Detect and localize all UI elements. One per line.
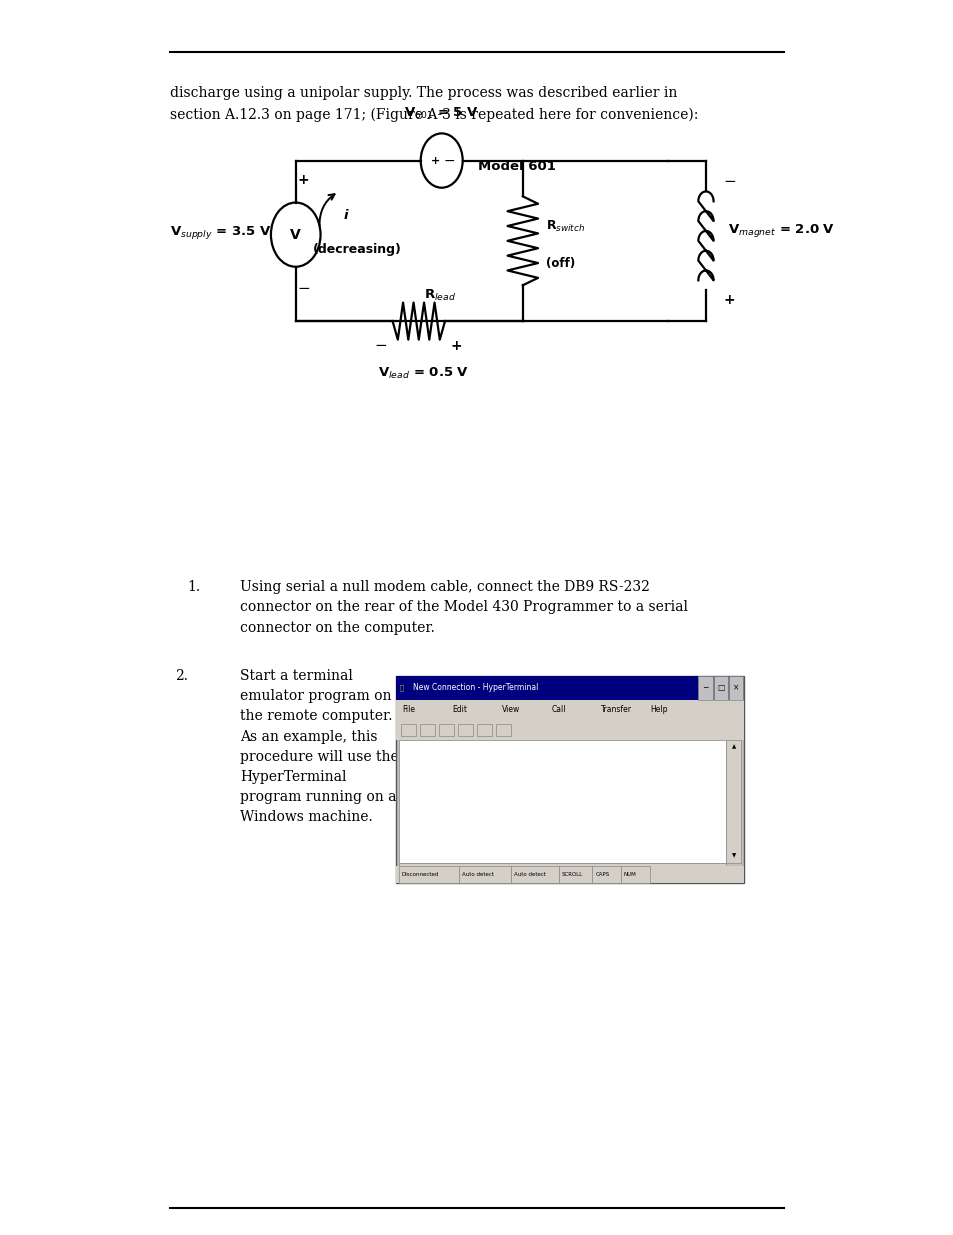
Text: □: □ (717, 683, 723, 693)
Text: +: + (430, 156, 439, 165)
Bar (438, 724, 454, 736)
Text: New Connection - HyperTerminal: New Connection - HyperTerminal (413, 683, 537, 693)
Bar (725, 740, 740, 863)
Text: ▲: ▲ (731, 745, 735, 750)
Bar (592, 866, 620, 883)
Text: View: View (501, 705, 519, 714)
Text: Call: Call (551, 705, 565, 714)
Bar (496, 724, 511, 736)
Text: NUM: NUM (623, 872, 636, 877)
Text: +: + (297, 173, 309, 188)
Text: −: − (375, 338, 387, 353)
Bar (395, 676, 743, 700)
Bar (398, 863, 725, 874)
Bar (698, 676, 712, 700)
Text: (decreasing): (decreasing) (313, 243, 401, 256)
Bar (400, 724, 416, 736)
Text: (off): (off) (545, 257, 575, 269)
Text: SCROLL: SCROLL (561, 872, 582, 877)
Text: Using serial a null modem cable, connect the DB9 RS-232
connector on the rear of: Using serial a null modem cable, connect… (240, 580, 688, 635)
Text: discharge using a unipolar supply. The process was described earlier in
section : discharge using a unipolar supply. The p… (170, 86, 698, 122)
Text: Start a terminal
emulator program on
the remote computer.
As an example, this
pr: Start a terminal emulator program on the… (240, 669, 398, 824)
Text: CAPS: CAPS (595, 872, 609, 877)
Bar (457, 724, 473, 736)
Bar (458, 866, 511, 883)
Text: −: − (443, 153, 455, 168)
Text: V: V (290, 227, 301, 242)
Bar (558, 866, 592, 883)
Text: Model 601: Model 601 (477, 161, 556, 173)
Text: 2.: 2. (174, 669, 188, 683)
Text: Help: Help (650, 705, 667, 714)
Text: −: − (296, 282, 310, 296)
Text: R$_{switch}$: R$_{switch}$ (545, 219, 584, 233)
Text: Auto detect: Auto detect (514, 872, 546, 877)
Bar (511, 866, 558, 883)
Text: −: − (701, 683, 708, 693)
Bar (395, 700, 743, 719)
Text: V$_{magnet}$ = 2.0 V: V$_{magnet}$ = 2.0 V (727, 222, 834, 240)
Text: +: + (450, 338, 462, 353)
Bar (713, 676, 727, 700)
Bar (395, 676, 743, 883)
Text: Auto detect: Auto detect (461, 872, 494, 877)
Text: ×: × (732, 683, 739, 693)
Text: V$_{601}$ = 5 V: V$_{601}$ = 5 V (404, 106, 478, 121)
Bar (419, 724, 435, 736)
Text: R$_{lead}$: R$_{lead}$ (423, 288, 456, 303)
Bar (476, 724, 492, 736)
Text: Edit: Edit (452, 705, 467, 714)
Text: 1.: 1. (187, 580, 200, 594)
Text: −: − (722, 174, 735, 189)
Text: i: i (343, 209, 348, 222)
Text: Transfer: Transfer (600, 705, 631, 714)
Bar (398, 740, 725, 863)
Bar (395, 719, 743, 740)
Bar (395, 866, 743, 883)
Text: File: File (402, 705, 416, 714)
Text: +: + (722, 293, 734, 308)
Bar (728, 676, 742, 700)
Bar (398, 866, 458, 883)
Text: ▼: ▼ (731, 853, 735, 858)
Text: V$_{supply}$ = 3.5 V: V$_{supply}$ = 3.5 V (170, 224, 272, 241)
Bar (620, 866, 649, 883)
Text: ⬛: ⬛ (399, 684, 403, 692)
Text: Disconnected: Disconnected (401, 872, 438, 877)
Text: V$_{lead}$ = 0.5 V: V$_{lead}$ = 0.5 V (377, 366, 469, 380)
